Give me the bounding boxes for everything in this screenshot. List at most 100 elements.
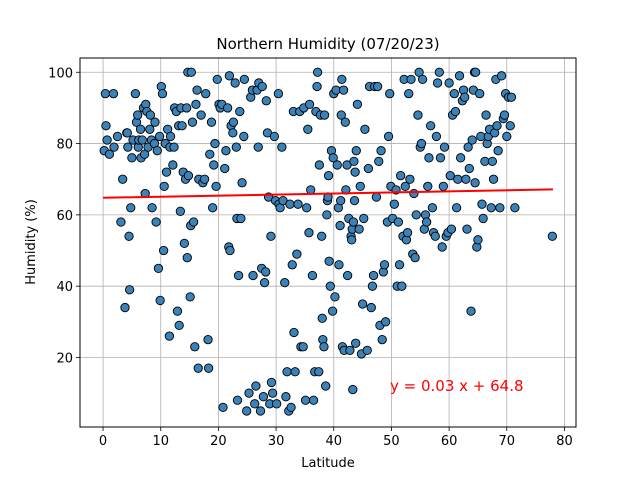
data-point: [336, 195, 346, 206]
data-point: [293, 199, 303, 209]
plot-area-frame: [79, 57, 577, 428]
y-tick-label: 40: [56, 280, 73, 295]
data-point: [314, 367, 324, 377]
data-point: [355, 181, 365, 192]
data-point: [147, 203, 157, 213]
data-point: [186, 67, 196, 77]
x-tick-label: 70: [499, 434, 516, 449]
data-point: [169, 142, 179, 152]
data-point: [413, 110, 423, 120]
data-point: [432, 78, 443, 88]
data-point: [371, 192, 382, 202]
x-tick-label: 40: [325, 434, 342, 449]
data-point: [292, 249, 302, 259]
data-point: [211, 181, 221, 192]
x-tick-label: 50: [383, 434, 400, 449]
data-point: [323, 170, 334, 181]
data-point: [492, 121, 502, 131]
data-point: [377, 334, 387, 345]
data-point: [453, 174, 463, 184]
data-point: [225, 245, 235, 256]
data-point: [404, 89, 414, 99]
data-point: [155, 295, 165, 306]
data-point: [374, 156, 384, 167]
data-point: [221, 146, 231, 156]
data-point: [185, 292, 195, 302]
data-point: [438, 181, 448, 192]
data-point: [277, 142, 287, 152]
data-point: [342, 270, 353, 281]
data-point: [348, 384, 358, 395]
y-tick-label: 80: [56, 138, 73, 153]
data-point: [547, 231, 557, 241]
regression-equation-label: y = 0.03 x + 64.8: [390, 377, 524, 395]
data-point: [397, 281, 407, 291]
data-point: [360, 124, 370, 134]
data-point: [145, 124, 155, 134]
data-point: [319, 342, 329, 352]
data-point: [187, 117, 198, 127]
data-point: [199, 174, 210, 184]
y-tick-label: 100: [48, 66, 73, 81]
data-point: [192, 85, 202, 95]
data-point: [126, 203, 136, 213]
regression-layer: [103, 188, 553, 199]
data-point: [328, 153, 338, 163]
data-point: [190, 342, 200, 352]
data-point: [100, 89, 111, 99]
y-axis-label: Humidity (%): [24, 199, 39, 285]
data-point: [351, 146, 361, 156]
data-point: [228, 117, 239, 127]
data-point: [133, 110, 143, 120]
data-point: [389, 199, 399, 209]
data-point: [330, 292, 340, 302]
data-point: [410, 252, 420, 263]
data-point: [112, 131, 123, 142]
data-point: [427, 203, 438, 213]
data-point: [196, 110, 206, 120]
data-point: [464, 163, 474, 174]
data-point: [352, 99, 363, 110]
data-point: [366, 302, 376, 313]
data-point: [496, 71, 507, 81]
data-point: [298, 342, 308, 352]
data-point: [273, 89, 284, 99]
data-point: [212, 74, 222, 85]
data-point: [287, 260, 297, 270]
data-point: [462, 224, 472, 234]
data-point: [367, 281, 378, 291]
data-point: [123, 142, 133, 152]
data-point: [145, 110, 156, 120]
y-tick-label: 60: [56, 209, 73, 224]
data-point: [253, 142, 263, 152]
data-point: [165, 131, 176, 142]
data-point: [255, 406, 266, 416]
data-point: [304, 228, 314, 238]
data-point: [416, 138, 427, 149]
data-point: [135, 124, 146, 134]
data-point: [351, 338, 361, 348]
data-point: [286, 402, 296, 413]
data-point: [322, 210, 332, 220]
data-point: [477, 199, 487, 209]
data-point: [183, 170, 194, 181]
data-point: [446, 224, 457, 234]
data-point: [337, 74, 347, 85]
data-point: [116, 217, 126, 227]
data-point: [314, 160, 324, 170]
x-tick-label: 20: [210, 434, 227, 449]
data-point: [332, 160, 342, 170]
data-point: [406, 74, 416, 85]
data-point: [285, 199, 295, 209]
data-point: [463, 142, 473, 152]
data-point: [481, 110, 491, 120]
data-point: [499, 110, 510, 120]
data-point: [430, 231, 440, 241]
data-point: [261, 267, 271, 277]
data-point: [306, 185, 316, 195]
data-point: [383, 131, 394, 142]
data-point: [431, 131, 442, 142]
data-point: [168, 160, 178, 170]
data-point: [302, 203, 312, 213]
data-point: [280, 277, 290, 288]
